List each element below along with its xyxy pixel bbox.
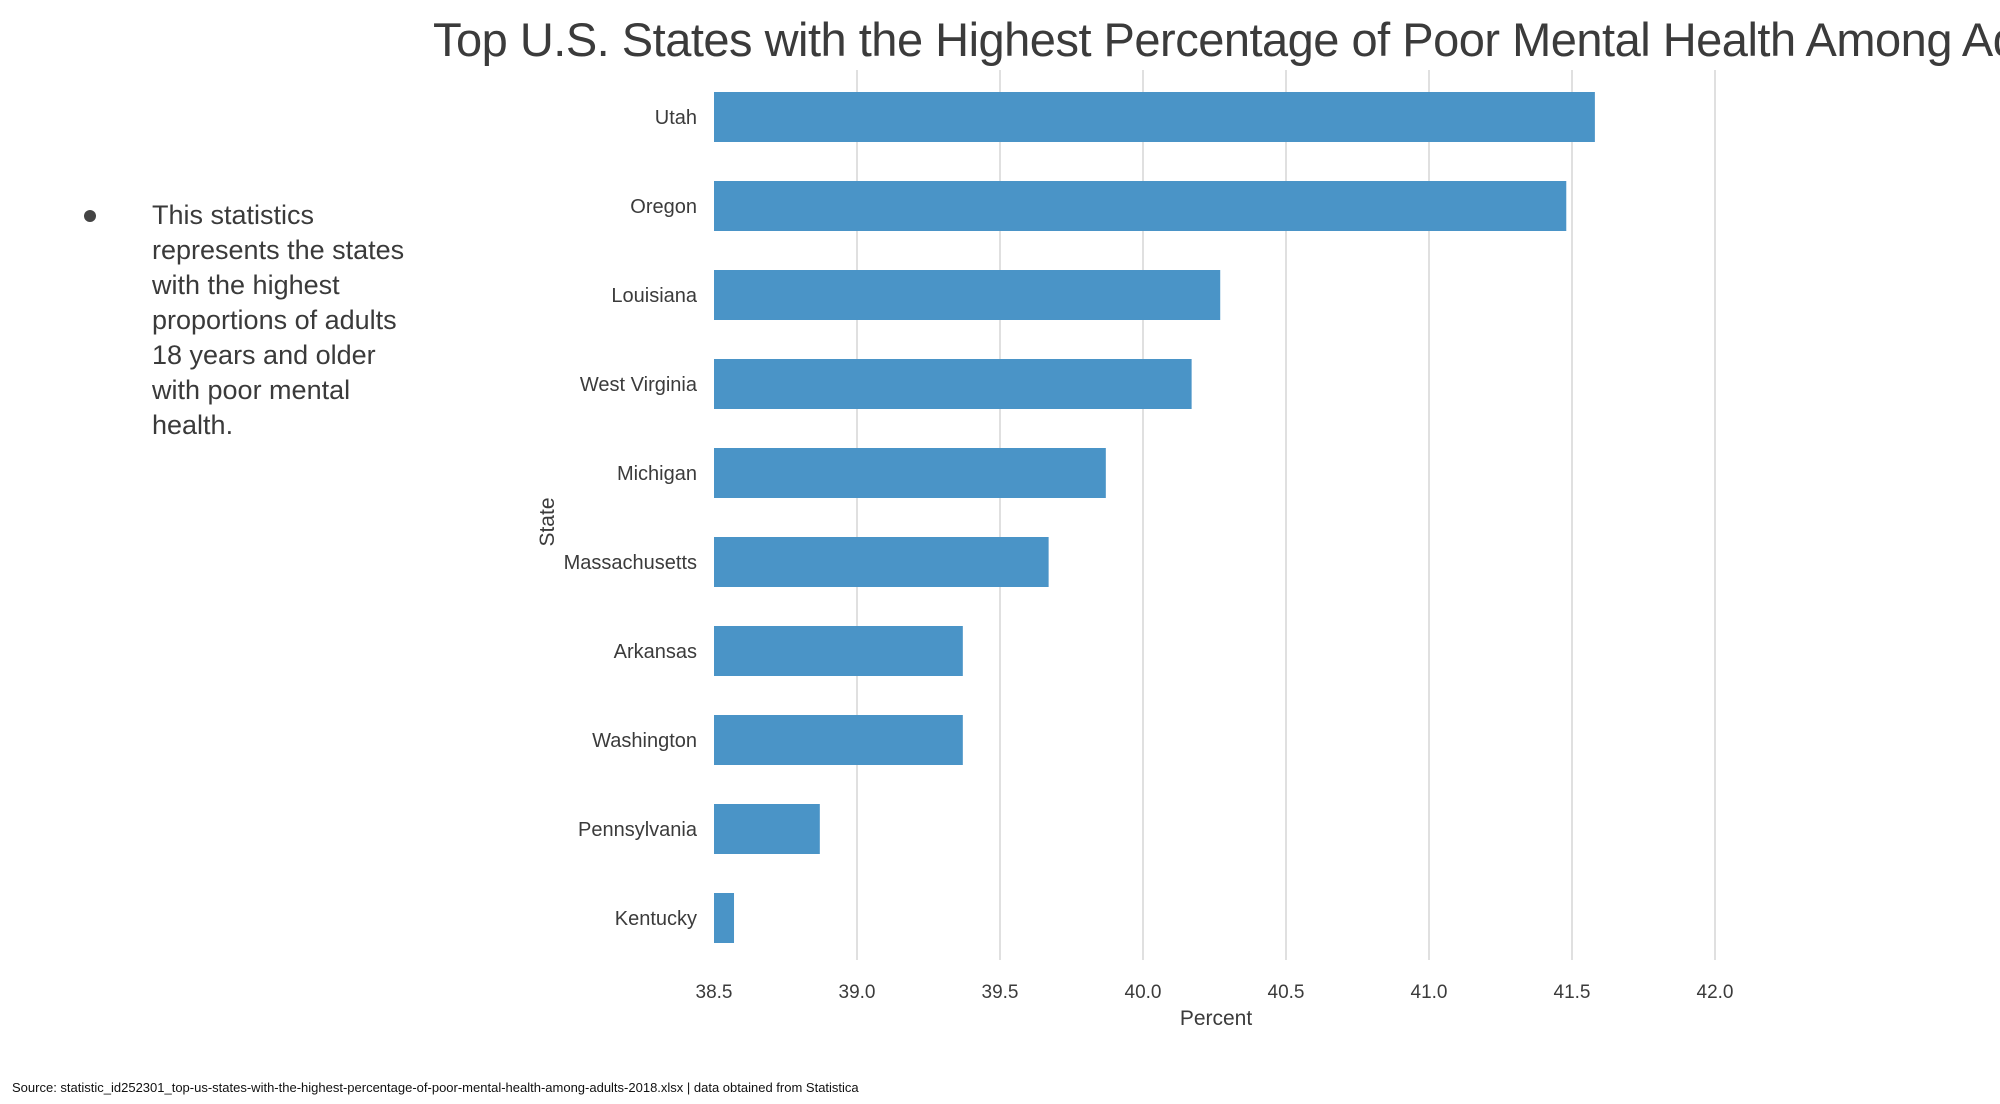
bar-chart: Utah Oregon Louisiana West Virginia Michigan… xyxy=(536,70,1734,1030)
bars xyxy=(714,92,1595,943)
category-label: Arkansas xyxy=(614,641,697,663)
bar-kentucky xyxy=(714,893,735,943)
x-tick-label: 39.0 xyxy=(839,982,876,1003)
x-tick-label: 40.5 xyxy=(1268,982,1305,1003)
category-label: Louisiana xyxy=(611,285,698,307)
x-tick-labels: 38.5 39.0 39.5 40.0 40.5 41.0 41.5 42.0 xyxy=(696,982,1734,1003)
category-labels: Utah Oregon Louisiana West Virginia Michigan… xyxy=(564,107,698,930)
category-label: Kentucky xyxy=(615,908,697,930)
x-tick-label: 42.0 xyxy=(1697,982,1734,1003)
chart-title: Top U.S. States with the Highest Percent… xyxy=(433,13,2000,66)
bar-washington xyxy=(714,715,963,765)
bar-arkansas xyxy=(714,626,963,676)
category-label: Oregon xyxy=(630,196,697,218)
bar-massachusetts xyxy=(714,537,1049,587)
x-axis-label: Percent xyxy=(1180,1007,1253,1030)
category-label: Washington xyxy=(592,730,697,752)
bar-west-virginia xyxy=(714,359,1192,409)
bar-utah xyxy=(714,92,1595,142)
x-tick-label: 41.0 xyxy=(1411,982,1448,1003)
source-note: Source: statistic_id252301_top-us-states… xyxy=(12,1080,859,1095)
bar-michigan xyxy=(714,448,1106,498)
bar-oregon xyxy=(714,181,1567,231)
category-label: Michigan xyxy=(617,463,697,485)
bullet-dot-icon xyxy=(84,210,96,222)
x-tick-label: 39.5 xyxy=(982,982,1019,1003)
category-label: Pennsylvania xyxy=(578,819,698,841)
y-axis-label: State xyxy=(536,497,559,546)
bullet-text: This statistics represents the states wi… xyxy=(152,200,405,440)
bar-louisiana xyxy=(714,270,1221,320)
x-tick-label: 38.5 xyxy=(696,982,733,1003)
x-tick-label: 41.5 xyxy=(1554,982,1591,1003)
category-label: West Virginia xyxy=(580,374,698,396)
bar-pennsylvania xyxy=(714,804,820,854)
category-label: Massachusetts xyxy=(564,552,697,574)
category-label: Utah xyxy=(655,107,697,129)
x-tick-label: 40.0 xyxy=(1125,982,1162,1003)
